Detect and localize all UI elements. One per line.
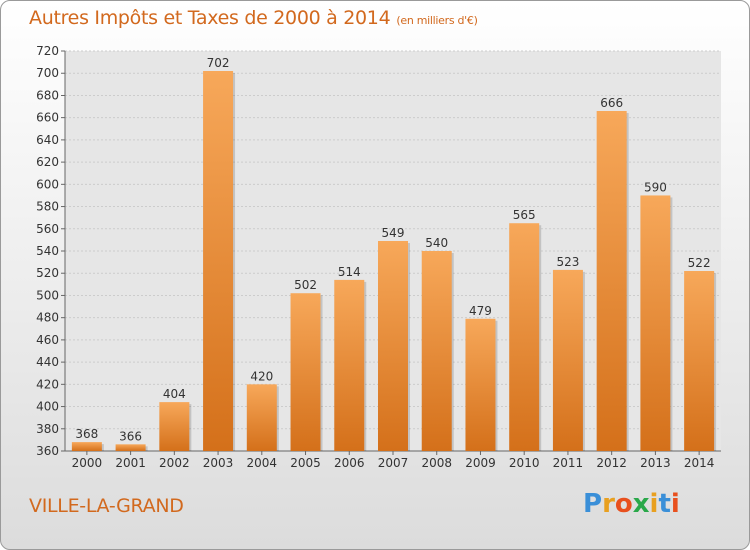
y-tick-label: 720 <box>36 44 59 58</box>
x-tick-label: 2013 <box>640 456 671 470</box>
city-name: VILLE-LA-GRAND <box>29 495 184 517</box>
y-tick-label: 460 <box>36 333 59 347</box>
x-tick-label: 2006 <box>334 456 365 470</box>
y-tick-label: 680 <box>36 88 59 102</box>
x-tick-label: 2000 <box>72 456 103 470</box>
logo-letter: o <box>614 489 633 519</box>
bar <box>203 71 234 451</box>
x-tick-label: 2005 <box>290 456 321 470</box>
y-tick-label: 400 <box>36 400 59 414</box>
x-tick-label: 2007 <box>378 456 409 470</box>
x-tick-label: 2012 <box>596 456 627 470</box>
logo-letter: t <box>658 489 671 519</box>
y-tick-label: 480 <box>36 311 59 325</box>
y-tick-label: 700 <box>36 66 59 80</box>
data-label: 404 <box>163 387 186 401</box>
proxiti-logo: Proxiti <box>583 489 680 519</box>
bar <box>640 195 671 451</box>
bar <box>115 444 146 451</box>
y-tick-label: 640 <box>36 133 59 147</box>
y-tick-label: 600 <box>36 177 59 191</box>
x-tick-label: 2008 <box>421 456 452 470</box>
logo-letter: r <box>602 489 615 519</box>
y-tick-label: 540 <box>36 244 59 258</box>
data-label: 420 <box>250 369 273 383</box>
x-tick-label: 2002 <box>159 456 190 470</box>
y-tick-label: 360 <box>36 444 59 458</box>
logo-letter: i <box>649 489 659 519</box>
bar <box>684 271 715 451</box>
bar <box>596 111 627 451</box>
bar <box>246 384 277 451</box>
chart-title-text: Autres Impôts et Taxes de 2000 à 2014 <box>29 7 391 29</box>
x-tick-label: 2011 <box>553 456 584 470</box>
y-tick-label: 560 <box>36 222 59 236</box>
x-tick-label: 2001 <box>115 456 146 470</box>
chart-title: Autres Impôts et Taxes de 2000 à 2014 (en… <box>29 7 478 29</box>
bar <box>465 318 496 451</box>
data-label: 514 <box>338 265 361 279</box>
y-tick-label: 580 <box>36 200 59 214</box>
y-tick-label: 660 <box>36 111 59 125</box>
chart-unit: (en milliers d'€) <box>396 14 478 27</box>
logo-letter: x <box>632 489 650 519</box>
logo-letter: i <box>670 489 680 519</box>
y-tick-label: 500 <box>36 288 59 302</box>
data-label: 479 <box>469 304 492 318</box>
x-tick-label: 2010 <box>509 456 540 470</box>
x-tick-label: 2009 <box>465 456 496 470</box>
data-label: 502 <box>294 278 317 292</box>
bar <box>290 293 321 451</box>
data-label: 702 <box>207 56 230 70</box>
y-tick-label: 520 <box>36 266 59 280</box>
bar <box>159 402 190 451</box>
bar <box>378 241 408 451</box>
x-tick-label: 2004 <box>247 456 278 470</box>
bar <box>509 223 540 451</box>
data-label: 549 <box>382 226 405 240</box>
data-label: 523 <box>556 255 579 269</box>
y-tick-label: 420 <box>36 377 59 391</box>
data-label: 565 <box>513 208 536 222</box>
y-tick-label: 620 <box>36 155 59 169</box>
x-tick-label: 2014 <box>684 456 715 470</box>
data-label: 540 <box>425 236 448 250</box>
data-label: 368 <box>75 427 98 441</box>
y-tick-label: 380 <box>36 422 59 436</box>
bar <box>552 269 583 451</box>
data-label: 522 <box>688 256 711 270</box>
logo-letter: P <box>583 489 603 519</box>
data-label: 590 <box>644 180 667 194</box>
y-tick-label: 440 <box>36 355 59 369</box>
data-label: 666 <box>600 96 623 110</box>
x-tick-label: 2003 <box>203 456 234 470</box>
bar <box>421 251 452 451</box>
bar <box>334 279 365 451</box>
data-label: 366 <box>119 429 142 443</box>
bar <box>71 442 102 451</box>
